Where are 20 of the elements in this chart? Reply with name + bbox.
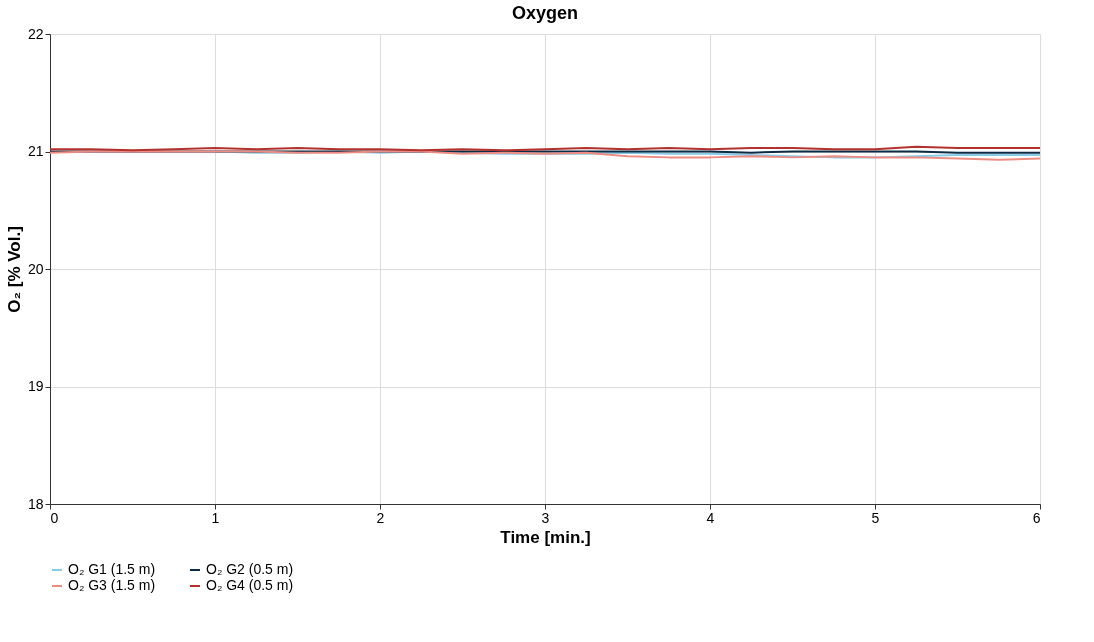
legend-label: O₂ G1 (1.5 m) xyxy=(68,561,156,577)
x-tick-label: 5 xyxy=(871,509,880,526)
x-tick-label: 6 xyxy=(1032,509,1041,526)
x-tick-label: 0 xyxy=(50,509,59,526)
legend-label: O₂ G4 (0.5 m) xyxy=(206,577,294,593)
x-tick-label: 2 xyxy=(376,509,385,526)
y-tick-label: 18 xyxy=(27,495,44,512)
line-series xyxy=(49,150,1041,161)
x-tick-label: 3 xyxy=(541,509,550,526)
legend-label: O₂ G2 (0.5 m) xyxy=(206,561,294,577)
x-tick-label: 1 xyxy=(211,509,220,526)
y-tick-label: 20 xyxy=(27,260,44,277)
legend-label: O₂ G3 (1.5 m) xyxy=(68,577,156,593)
y-tick-label: 22 xyxy=(27,25,44,42)
x-tick-label: 4 xyxy=(706,509,715,526)
y-tick-label: 19 xyxy=(27,378,44,394)
y-axis-title: O₂ [% Vol.] xyxy=(4,226,24,313)
chart-title: Oxygen xyxy=(511,3,579,23)
y-tick-label: 21 xyxy=(27,143,44,159)
x-axis-title: Time [min.] xyxy=(500,527,591,547)
